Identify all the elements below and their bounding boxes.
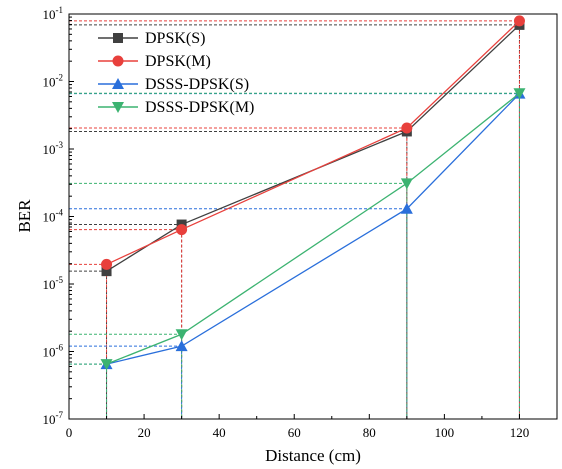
guide-lines — [69, 20, 520, 419]
plot-frame — [68, 13, 558, 420]
legend-label: DPSK(M) — [145, 53, 211, 70]
y-tick-label: 10-3 — [43, 140, 64, 157]
y-tick-label: 10-4 — [43, 208, 64, 225]
legend-label: DSSS-DPSK(S) — [145, 76, 249, 93]
legend-label: DPSK(S) — [145, 30, 205, 47]
data-point — [101, 266, 112, 277]
legend-marker — [113, 33, 123, 43]
data-point — [400, 202, 413, 214]
series-line — [106, 92, 520, 365]
x-axis-title: Distance (cm) — [265, 446, 361, 465]
x-tick-label: 20 — [138, 425, 151, 440]
data-point — [101, 258, 113, 270]
data-point — [513, 15, 525, 27]
x-tick-label: 120 — [510, 425, 530, 440]
data-point — [513, 88, 526, 100]
x-tick-label: 40 — [213, 425, 226, 440]
series-line — [106, 20, 520, 266]
series-line — [106, 24, 520, 272]
y-tick-label: 10-5 — [43, 275, 64, 292]
x-tick-label: 0 — [66, 425, 73, 440]
data-point — [176, 224, 188, 236]
x-tick-label: 80 — [363, 425, 376, 440]
x-axis: 0 20 40 60 80 100 120 — [66, 414, 529, 440]
legend: DPSK(S) DPSK(M) DSSS-DPSK(S) DSSS-DPSK(M) — [98, 30, 254, 116]
x-tick-label: 60 — [288, 425, 301, 440]
data-point — [100, 359, 113, 371]
legend-marker — [112, 78, 124, 89]
series-group — [100, 15, 526, 371]
legend-label: DSSS-DPSK(M) — [145, 99, 254, 116]
y-tick-label: 10-1 — [43, 5, 64, 22]
legend-marker — [112, 55, 124, 67]
x-tick-label: 100 — [435, 425, 455, 440]
legend-marker — [112, 102, 124, 113]
data-point — [175, 329, 188, 341]
y-tick-label: 10-6 — [43, 343, 64, 360]
data-point — [175, 340, 188, 352]
data-point — [401, 122, 413, 134]
y-tick-label: 10-7 — [43, 410, 64, 427]
y-axis-title: BER — [15, 199, 34, 233]
data-point — [400, 178, 413, 190]
y-tick-label: 10-2 — [43, 73, 64, 90]
y-axis: 10-7 10-6 10-5 10-4 10-3 10-2 10-1 — [43, 5, 74, 427]
series-line — [106, 93, 520, 365]
